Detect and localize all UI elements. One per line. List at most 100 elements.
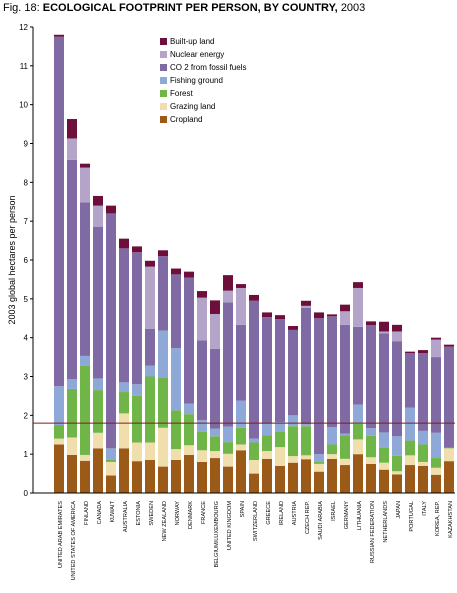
bar-segment-fishing-ground [80, 355, 90, 366]
y-tick-label: 12 [19, 23, 28, 32]
bar-segment-co2-from-fossil-fuels [210, 348, 220, 429]
figure-year: 2003 [340, 2, 366, 14]
bar-segment-fishing-ground [93, 378, 103, 391]
bar-segment-fishing-ground [262, 423, 272, 436]
x-tick-label: FRANCE [201, 501, 207, 524]
bar-segment-cropland [119, 448, 129, 493]
bar-segment-grazing-land [431, 467, 441, 475]
bar-segment-cropland [249, 473, 259, 493]
bar-segment-built-up-land [93, 195, 103, 206]
bar-segment-cropland [210, 458, 220, 493]
bar-segment-built-up-land [210, 300, 220, 314]
bar-segment-cropland [288, 462, 298, 493]
bar-segment-co2-from-fossil-fuels [106, 213, 116, 449]
bar-segment-forest [223, 442, 233, 454]
bar-segment-cropland [301, 459, 311, 493]
bar-segment-built-up-land [418, 350, 428, 354]
bar-segment-forest [54, 425, 64, 439]
bar-segment-nuclear-energy [392, 331, 402, 342]
bar-segment-forest [444, 447, 454, 449]
bar-segment-built-up-land [236, 284, 246, 288]
bar-segment-grazing-land [119, 413, 129, 449]
x-tick-label: AUSTRALIA [123, 501, 129, 532]
y-tick-label: 2 [24, 411, 29, 420]
bar-segment-co2-from-fossil-fuels [171, 274, 181, 349]
bar-segment-co2-from-fossil-fuels [236, 324, 246, 401]
x-tick-label: SPAIN [240, 501, 246, 517]
bars-group [54, 34, 454, 494]
bar-segment-cropland [275, 465, 285, 493]
x-tick-label: GREECE [266, 501, 272, 525]
legend-label: Nuclear energy [170, 50, 225, 59]
bar-segment-nuclear-energy [197, 297, 207, 341]
bar-segment-fishing-ground [184, 403, 194, 415]
bar-segment-grazing-land [301, 455, 311, 460]
bar-segment-forest [392, 455, 402, 472]
legend-swatch-co2 [160, 64, 167, 71]
bar-segment-built-up-land [158, 250, 168, 257]
bar-segment-forest [275, 431, 285, 448]
bar-segment-co2-from-fossil-fuels [431, 357, 441, 433]
bar-segment-forest [405, 440, 415, 456]
bar-segment-cropland [392, 474, 402, 493]
bar-segment-cropland [145, 459, 155, 493]
bar-segment-built-up-land [353, 282, 363, 288]
bar-segment-grazing-land [80, 454, 90, 461]
bar-segment-cropland [366, 463, 376, 494]
x-tick-label: ESTONIA [136, 501, 142, 526]
bar-segment-grazing-land [171, 449, 181, 460]
legend-swatch-cropland [160, 116, 167, 123]
bar-segment-co2-from-fossil-fuels [80, 202, 90, 356]
bar-segment-forest [158, 377, 168, 428]
bar-segment-grazing-land [379, 462, 389, 470]
bar-segment-built-up-land [80, 163, 90, 168]
x-tick-label: BELGIUM/LUXEMBOURG [214, 501, 220, 568]
bar-segment-built-up-land [314, 312, 324, 319]
bar-segment-grazing-land [236, 444, 246, 451]
x-tick-label: ITALY [422, 501, 428, 516]
x-tick-label: CANADA [97, 501, 103, 525]
bar-segment-nuclear-energy [93, 205, 103, 227]
bar-segment-forest [106, 459, 116, 462]
bar-segment-built-up-land [171, 268, 181, 275]
bar-segment-forest [184, 414, 194, 446]
bar-segment-fishing-ground [249, 438, 259, 443]
bar-segment-grazing-land [392, 471, 402, 475]
bar-segment-built-up-land [405, 351, 415, 354]
bar-segment-co2-from-fossil-fuels [67, 159, 77, 380]
bar-segment-nuclear-energy [223, 290, 233, 303]
bar-segment-grazing-land [158, 427, 168, 467]
bar-segment-built-up-land [184, 271, 194, 278]
bar-segment-forest [119, 392, 129, 414]
bar-segment-co2-from-fossil-fuels [301, 307, 311, 425]
bar-segment-nuclear-energy [301, 305, 311, 308]
bar-segment-co2-from-fossil-fuels [353, 326, 363, 405]
bar-segment-nuclear-energy [145, 266, 155, 329]
bar-segment-forest [431, 458, 441, 468]
bar-segment-grazing-land [106, 461, 116, 476]
bar-segment-co2-from-fossil-fuels [444, 346, 454, 448]
legend-swatch-forest [160, 90, 167, 97]
bar-segment-grazing-land [184, 445, 194, 455]
bar-segment-co2-from-fossil-fuels [314, 318, 324, 455]
bar-segment-fishing-ground [54, 386, 64, 426]
y-axis-label: 2003 global hectares per person [7, 195, 17, 325]
bar-segment-forest [197, 431, 207, 451]
y-tick-label: 3 [24, 373, 29, 382]
bar-segment-co2-from-fossil-fuels [93, 226, 103, 379]
legend-swatch-nuclear-energy [160, 51, 167, 58]
bar-segment-cropland [184, 454, 194, 493]
bar-segment-co2-from-fossil-fuels [366, 325, 376, 429]
bar-segment-forest [171, 410, 181, 450]
bar-segment-grazing-land [197, 450, 207, 462]
bar-segment-grazing-land [405, 455, 415, 466]
x-tick-label: GERMANY [344, 501, 350, 530]
bar-segment-fishing-ground [106, 448, 116, 460]
bar-segment-fishing-ground [197, 419, 207, 432]
x-tick-label: AUSTRIA [292, 501, 298, 526]
bar-segment-built-up-land [54, 34, 64, 37]
bar-segment-forest [288, 426, 298, 457]
bar-segment-grazing-land [210, 451, 220, 459]
bar-segment-forest [340, 435, 350, 459]
bar-segment-grazing-land [67, 437, 77, 455]
